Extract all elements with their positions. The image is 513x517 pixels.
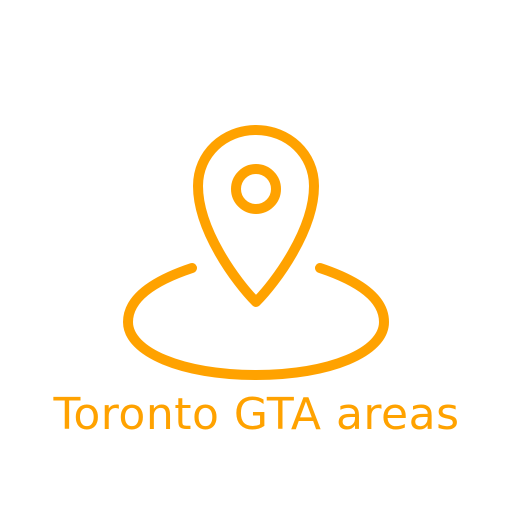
pin-body-icon <box>193 125 319 307</box>
ground-ring-icon <box>123 263 389 380</box>
pin-hole-icon <box>231 164 281 214</box>
caption-text: Toronto GTA areas <box>53 389 460 440</box>
